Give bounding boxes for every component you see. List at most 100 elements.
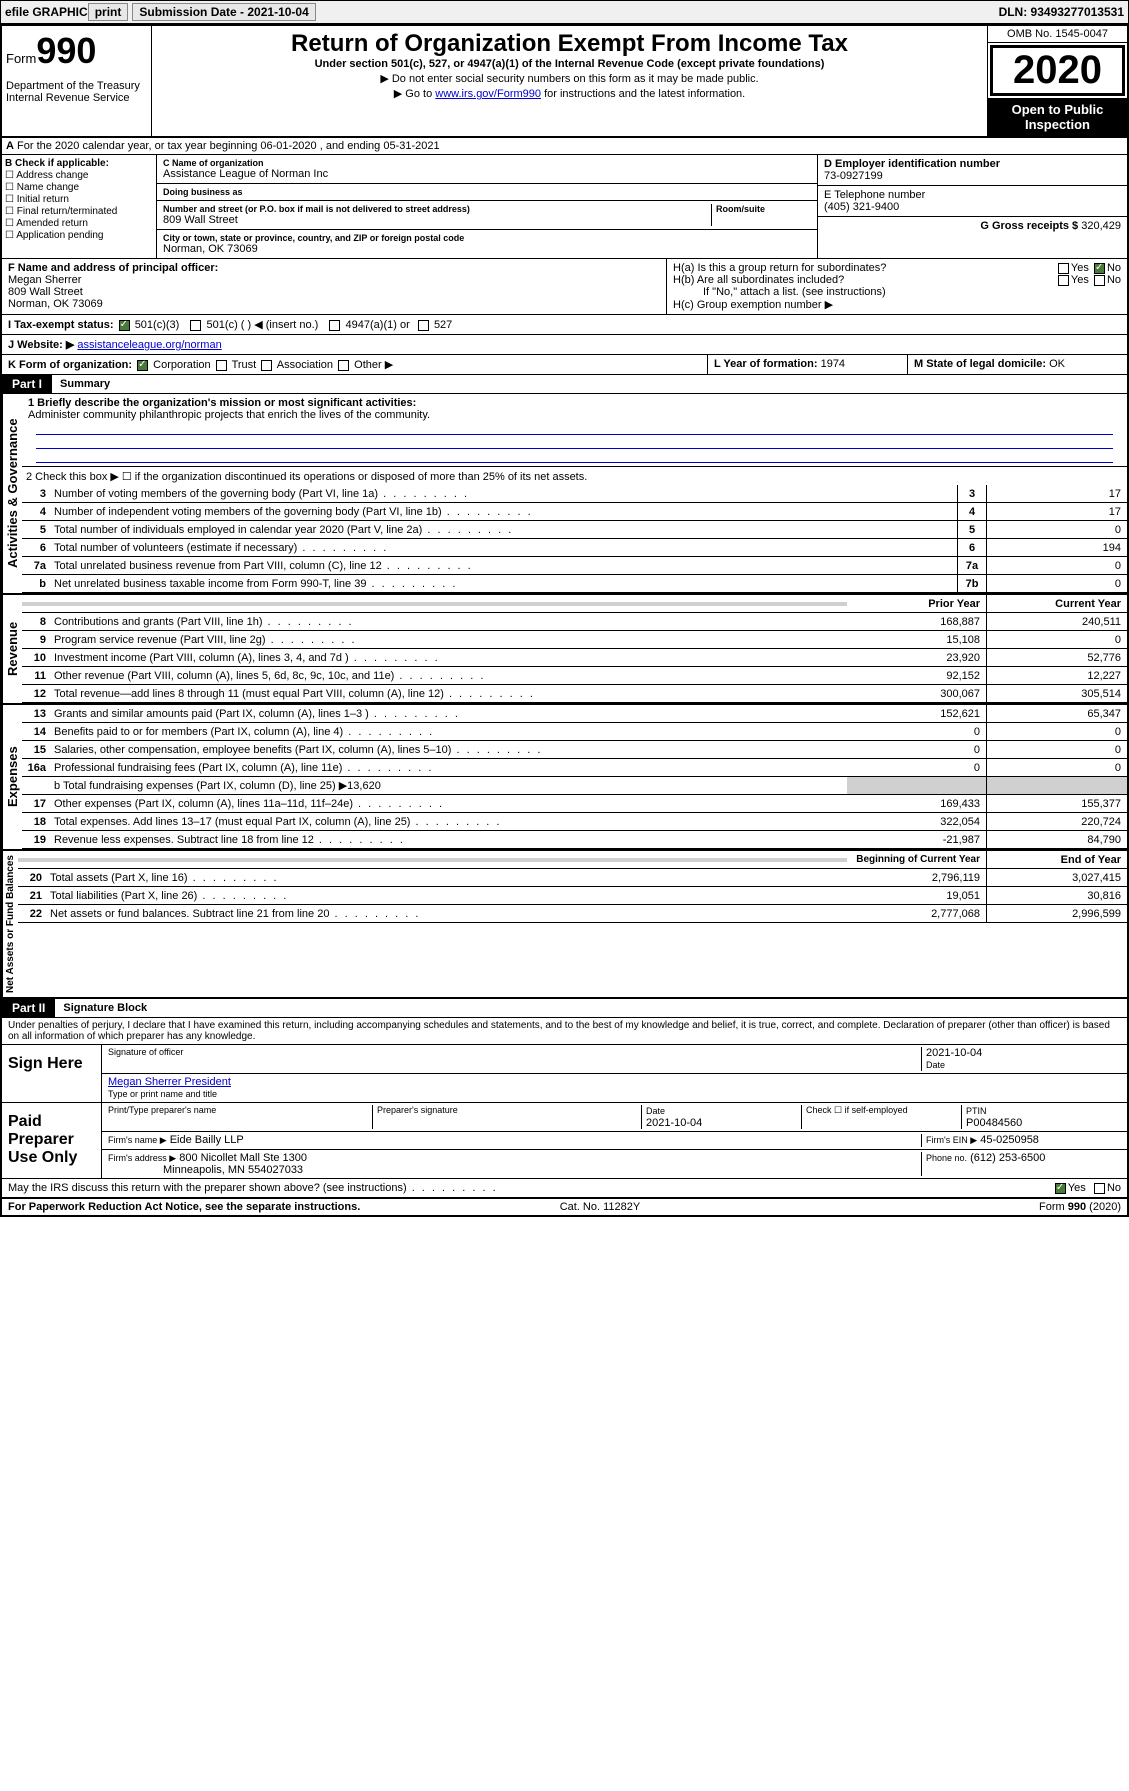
city-state-zip: Norman, OK 73069 — [163, 243, 811, 255]
officer-label: F Name and address of principal officer: — [8, 262, 218, 274]
governance-section: Activities & Governance 1 Briefly descri… — [2, 394, 1127, 595]
section-j: J Website: ▶ assistanceleague.org/norman — [2, 335, 1127, 355]
line-16a: 16a Professional fundraising fees (Part … — [22, 759, 1127, 777]
gross-receipts: 320,429 — [1081, 220, 1121, 232]
chk-initial-return[interactable]: ☐ Initial return — [5, 194, 153, 205]
chk-assoc[interactable] — [261, 360, 272, 371]
chk-name-change[interactable]: ☐ Name change — [5, 182, 153, 193]
chk-address-change[interactable]: ☐ Address change — [5, 170, 153, 181]
line-b: b Net unrelated business taxable income … — [22, 575, 1127, 593]
firm-addr1: 800 Nicollet Mall Ste 1300 — [179, 1152, 307, 1164]
dba-label: Doing business as — [163, 187, 811, 197]
section-b: B Check if applicable: ☐ Address change … — [2, 155, 157, 258]
hb-yes[interactable] — [1058, 275, 1069, 286]
city-label: City or town, state or province, country… — [163, 233, 811, 243]
addr-label: Number and street (or P.O. box if mail i… — [163, 204, 711, 214]
sig-officer-label: Signature of officer — [108, 1047, 921, 1057]
discuss-no[interactable] — [1094, 1183, 1105, 1194]
sign-here-label: Sign Here — [2, 1045, 102, 1102]
paperwork-notice: For Paperwork Reduction Act Notice, see … — [8, 1201, 360, 1213]
chk-trust[interactable] — [216, 360, 227, 371]
line1-label: 1 Briefly describe the organization's mi… — [28, 397, 416, 409]
line-14: 14 Benefits paid to or for members (Part… — [22, 723, 1127, 741]
prep-date: 2021-10-04 — [646, 1117, 702, 1129]
ha-yes[interactable] — [1058, 263, 1069, 274]
form-subtitle: Under section 501(c), 527, or 4947(a)(1)… — [156, 58, 983, 70]
hb-note: If "No," attach a list. (see instruction… — [673, 286, 1121, 298]
line-22: 22 Net assets or fund balances. Subtract… — [18, 905, 1127, 923]
chk-527[interactable] — [418, 320, 429, 331]
section-klm: K Form of organization: Corporation Trus… — [2, 355, 1127, 375]
prep-sig-label: Preparer's signature — [372, 1105, 641, 1129]
governance-label: Activities & Governance — [2, 394, 22, 593]
line-3: 3 Number of voting members of the govern… — [22, 485, 1127, 503]
ein-label: D Employer identification number — [824, 158, 1000, 170]
goto-note: ▶ Go to www.irs.gov/Form990 for instruct… — [156, 87, 983, 100]
blueline — [36, 435, 1113, 449]
part1-header-row: Part I Summary — [2, 375, 1127, 394]
row-a-tax-year: A For the 2020 calendar year, or tax yea… — [2, 138, 1127, 155]
firm-addr2: Minneapolis, MN 554027033 — [163, 1164, 303, 1176]
prep-name-label: Print/Type preparer's name — [108, 1105, 372, 1129]
ssn-note: ▶ Do not enter social security numbers o… — [156, 72, 983, 85]
part2-title: Signature Block — [55, 1000, 155, 1016]
line-11: 11 Other revenue (Part VIII, column (A),… — [22, 667, 1127, 685]
year-formation: 1974 — [821, 358, 845, 370]
section-c: C Name of organization Assistance League… — [157, 155, 817, 258]
prior-year-header: Prior Year — [847, 595, 987, 612]
topbar: efile GRAPHIC print Submission Date - 20… — [0, 0, 1129, 24]
part1-title: Summary — [52, 376, 118, 392]
form-header: Form990 Department of the Treasury Inter… — [2, 26, 1127, 138]
website-link[interactable]: assistanceleague.org/norman — [77, 339, 221, 351]
firm-phone: (612) 253-6500 — [970, 1152, 1045, 1164]
self-employed: Check ☐ if self-employed — [801, 1105, 961, 1129]
room-label: Room/suite — [716, 204, 811, 214]
sign-here-section: Sign Here Signature of officer 2021-10-0… — [2, 1045, 1127, 1103]
chk-app-pending[interactable]: ☐ Application pending — [5, 230, 153, 241]
chk-final-return[interactable]: ☐ Final return/terminated — [5, 206, 153, 217]
discuss-yes[interactable] — [1055, 1183, 1066, 1194]
irs-link[interactable]: www.irs.gov/Form990 — [435, 88, 541, 100]
section-deg: D Employer identification number 73-0927… — [817, 155, 1127, 258]
chk-4947[interactable] — [329, 320, 340, 331]
hb-no[interactable] — [1094, 275, 1105, 286]
line-10: 10 Investment income (Part VIII, column … — [22, 649, 1127, 667]
chk-amended[interactable]: ☐ Amended return — [5, 218, 153, 229]
chk-corp[interactable] — [137, 360, 148, 371]
line-12: 12 Total revenue—add lines 8 through 11 … — [22, 685, 1127, 703]
mission-text: Administer community philanthropic proje… — [28, 409, 430, 421]
line-21: 21 Total liabilities (Part X, line 26) 1… — [18, 887, 1127, 905]
line16b: b Total fundraising expenses (Part IX, c… — [50, 777, 847, 794]
line-7a: 7a Total unrelated business revenue from… — [22, 557, 1127, 575]
line-13: 13 Grants and similar amounts paid (Part… — [22, 705, 1127, 723]
ha-no[interactable] — [1094, 263, 1105, 274]
section-i: I Tax-exempt status: 501(c)(3) 501(c) ( … — [2, 315, 1127, 335]
form-number-cell: Form990 Department of the Treasury Inter… — [2, 26, 152, 136]
gross-receipts-label: G Gross receipts $ — [980, 220, 1078, 232]
expenses-section: Expenses 13 Grants and similar amounts p… — [2, 705, 1127, 851]
chk-501c[interactable] — [190, 320, 201, 331]
netassets-label: Net Assets or Fund Balances — [2, 851, 18, 997]
date-label: Date — [926, 1060, 945, 1070]
print-button[interactable]: print — [88, 3, 129, 21]
part1-header: Part I — [2, 375, 52, 393]
discuss-label: May the IRS discuss this return with the… — [8, 1182, 407, 1194]
officer-name-link[interactable]: Megan Sherrer President — [108, 1076, 231, 1088]
blueline — [36, 421, 1113, 435]
line-17: 17 Other expenses (Part IX, column (A), … — [22, 795, 1127, 813]
section-bcdefg: B Check if applicable: ☐ Address change … — [2, 155, 1127, 259]
org-name-label: C Name of organization — [163, 158, 811, 168]
open-public: Open to Public Inspection — [988, 98, 1127, 136]
part2-header: Part II — [2, 999, 55, 1017]
chk-501c3[interactable] — [119, 320, 130, 331]
chk-other[interactable] — [338, 360, 349, 371]
firm-ein: 45-0250958 — [980, 1134, 1039, 1146]
line-6: 6 Total number of volunteers (estimate i… — [22, 539, 1127, 557]
discuss-row: May the IRS discuss this return with the… — [2, 1179, 1127, 1199]
form-title-cell: Return of Organization Exempt From Incom… — [152, 26, 987, 136]
domicile-label: M State of legal domicile: — [914, 358, 1046, 370]
line-15: 15 Salaries, other compensation, employe… — [22, 741, 1127, 759]
begin-year-header: Beginning of Current Year — [847, 851, 987, 868]
phone: (405) 321-9400 — [824, 201, 899, 213]
line-19: 19 Revenue less expenses. Subtract line … — [22, 831, 1127, 849]
